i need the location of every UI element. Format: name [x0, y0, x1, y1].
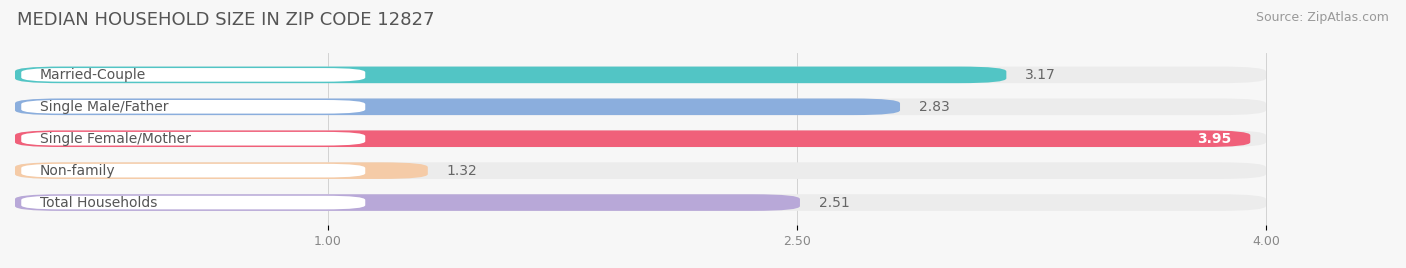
Text: Single Male/Father: Single Male/Father: [39, 100, 169, 114]
Text: Married-Couple: Married-Couple: [39, 68, 146, 82]
Text: 3.95: 3.95: [1198, 132, 1232, 146]
Text: MEDIAN HOUSEHOLD SIZE IN ZIP CODE 12827: MEDIAN HOUSEHOLD SIZE IN ZIP CODE 12827: [17, 11, 434, 29]
Text: Total Households: Total Households: [39, 196, 157, 210]
FancyBboxPatch shape: [15, 66, 1265, 83]
FancyBboxPatch shape: [15, 194, 800, 211]
Text: 1.32: 1.32: [447, 164, 477, 178]
Text: Single Female/Mother: Single Female/Mother: [39, 132, 191, 146]
FancyBboxPatch shape: [15, 131, 1250, 147]
Text: Non-family: Non-family: [39, 164, 115, 178]
FancyBboxPatch shape: [15, 162, 427, 179]
FancyBboxPatch shape: [21, 164, 366, 177]
FancyBboxPatch shape: [15, 131, 1265, 147]
FancyBboxPatch shape: [21, 196, 366, 209]
FancyBboxPatch shape: [15, 66, 1007, 83]
FancyBboxPatch shape: [21, 132, 366, 146]
Text: 2.51: 2.51: [818, 196, 849, 210]
FancyBboxPatch shape: [15, 162, 1265, 179]
FancyBboxPatch shape: [21, 100, 366, 114]
FancyBboxPatch shape: [15, 99, 900, 115]
FancyBboxPatch shape: [15, 99, 1265, 115]
FancyBboxPatch shape: [15, 194, 1265, 211]
Text: Source: ZipAtlas.com: Source: ZipAtlas.com: [1256, 11, 1389, 24]
Text: 2.83: 2.83: [918, 100, 949, 114]
Text: 3.17: 3.17: [1025, 68, 1056, 82]
FancyBboxPatch shape: [21, 68, 366, 82]
